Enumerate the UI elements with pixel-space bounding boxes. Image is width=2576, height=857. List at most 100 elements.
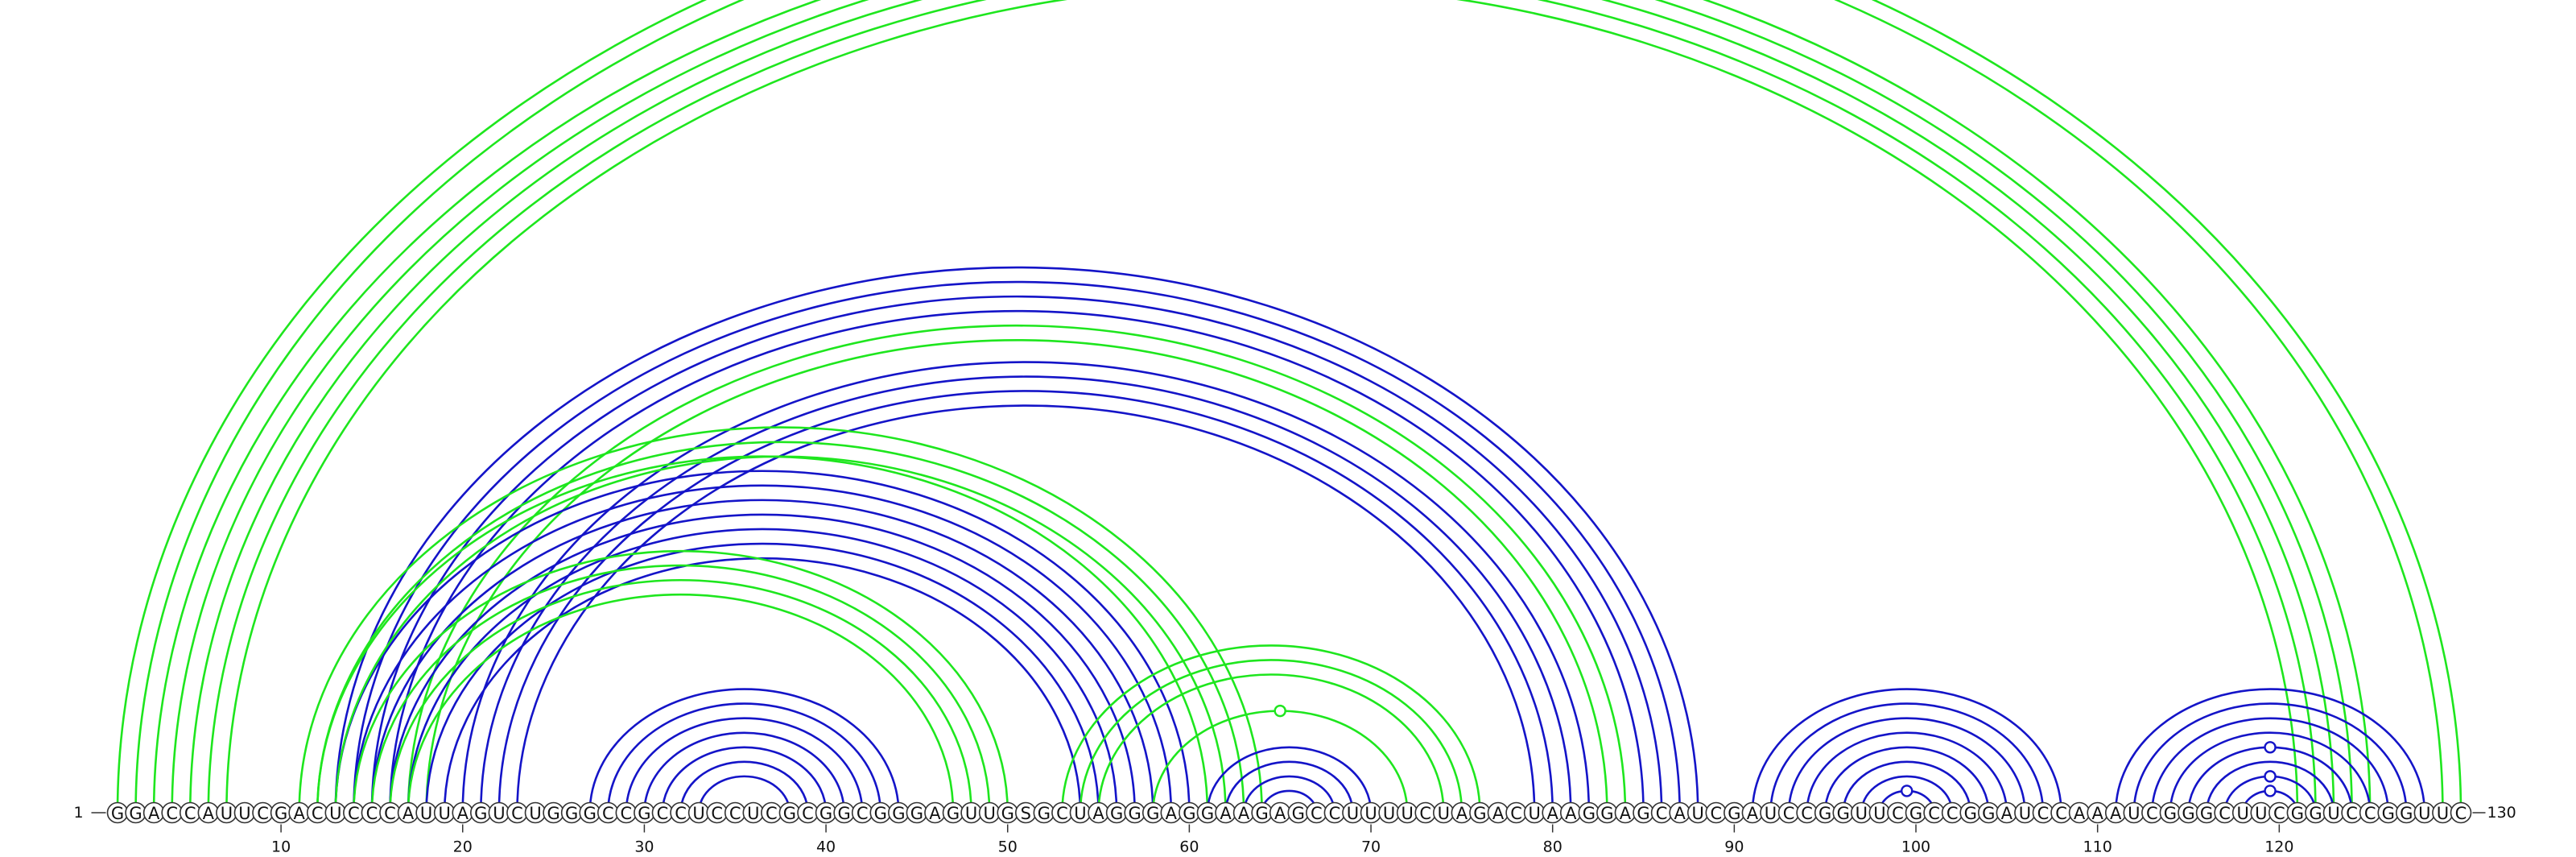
base-pair-arc [497,390,1554,814]
nucleotide: U [2250,801,2273,824]
nucleotide-letter: C [511,804,523,823]
base-pair-arc [1842,760,1972,814]
nucleotide: A [1088,801,1109,824]
nucleotide: U [1433,801,1455,824]
nucleotide: G [1196,801,1219,824]
nucleotide-letter: A [148,804,160,823]
nucleotide: A [1559,801,1582,824]
nucleotide-letter: G [1909,804,1922,823]
base-pair-arc [1224,760,1354,814]
sequence-backbone: 1 130 [74,804,2516,822]
nucleotide-letter: G [1600,804,1613,823]
nucleotide-letter: G [1728,804,1740,823]
nucleotide-letter: A [293,804,305,823]
nucleotide: C [179,801,201,824]
nucleotide: C [2268,801,2290,824]
tick-label: 100 [1901,838,1930,856]
nucleotide-letter: C [2146,804,2158,823]
nucleotide-letter: G [1146,804,1159,823]
nucleotide-letter: G [1292,804,1305,823]
nucleotide-letter: A [1274,804,1286,823]
nucleotide: G [106,801,129,824]
nucleotide: A [2087,801,2108,824]
base-pair-arc [1062,645,1480,813]
nucleotide-letter: A [1565,804,1577,823]
nucleotide-letter: C [257,804,269,823]
base-pair-arc [1097,673,1445,814]
nucleotide: C [1650,801,1673,824]
nucleotide: G [1578,801,1600,824]
nucleotide: C [1796,801,1818,824]
nucleotide-letter: C [1510,804,1522,823]
nucleotide-letter: U [493,804,505,823]
nucleotide-letter: G [1837,804,1850,823]
base-pair-arc [1823,746,1990,814]
nucleotide: A [1215,801,1236,824]
nucleotide-letter: G [111,804,124,823]
nucleotide: C [1941,801,1963,824]
nucleotide: C [797,801,819,824]
base-pair-arc [407,324,1627,814]
nucleotide-letter: A [1547,804,1559,823]
nucleotide-letter: C [675,804,687,823]
nucleotide-letter: A [1092,804,1104,823]
base-pair-arc [2132,702,2408,814]
nucleotide: G [125,801,147,824]
arc-markers [1274,704,2277,797]
nucleotide: A [197,801,220,824]
nucleotide-letter: C [657,804,669,823]
nucleotide: C [724,801,746,824]
nucleotide-letter: U [238,804,250,823]
nucleotide-letter: G [638,804,650,823]
sequence-end-label: 130 [2487,804,2516,822]
nucleotide: A [1232,801,1255,824]
nucleotide: A [452,801,474,824]
nucleotide: G [833,801,855,824]
nucleotide: G [906,801,928,824]
nucleotide: G [1251,801,1273,824]
nucleotide-letter: C [602,804,614,823]
nucleotide-letter: A [1620,804,1632,823]
nucleotide-letter: G [2382,804,2395,823]
nucleotide-letter: U [2128,804,2140,823]
nucleotide: G [1596,801,1618,824]
nucleotide-letter: A [1220,804,1232,823]
nucleotide-letter: G [783,804,796,823]
nucleotide-letter: G [2164,804,2177,823]
nucleotide: C [1051,801,1073,824]
tick-label: 80 [1543,838,1563,856]
nucleotide-letter: G [547,804,559,823]
base-pair-arc [353,280,1681,814]
nucleotide-letter: U [2237,804,2249,823]
nucleotide: C [761,801,782,824]
nucleotide-letter: A [2074,804,2086,823]
base-pair-arc [425,339,1608,814]
base-pair-arc [1787,717,2026,814]
tick-label: 20 [453,838,473,856]
nucleotide: G [560,801,583,824]
nucleotide-letter: A [1238,804,1250,823]
nucleotide-letter: G [2309,804,2322,823]
nucleotide-letter: G [1038,804,1051,823]
nucleotide: C [1306,801,1327,824]
nucleotide-letter: C [384,804,396,823]
nucleotide: G [2178,801,2199,824]
nucleotide-letter: A [1747,804,1759,823]
nucleotide-letter: A [1456,804,1468,823]
nucleotide: A [1741,801,1764,824]
nucleotide: U [742,801,765,824]
nucleotide-letter: U [747,804,759,823]
nucleotide: C [706,801,728,824]
arc-apex-marker [1274,704,1286,718]
base-pair-arc [643,731,845,814]
tick-label: 60 [1179,838,1199,856]
nucleotide: U [216,801,237,824]
nucleotide: C [851,801,873,824]
nucleotide-letter: U [1074,804,1086,823]
tick-label: 110 [2083,838,2112,856]
base-pair-arc [336,267,1698,813]
nucleotide: U [2231,801,2254,824]
nucleotide: G [1814,801,1836,824]
nucleotide-letter: U [2019,804,2031,823]
